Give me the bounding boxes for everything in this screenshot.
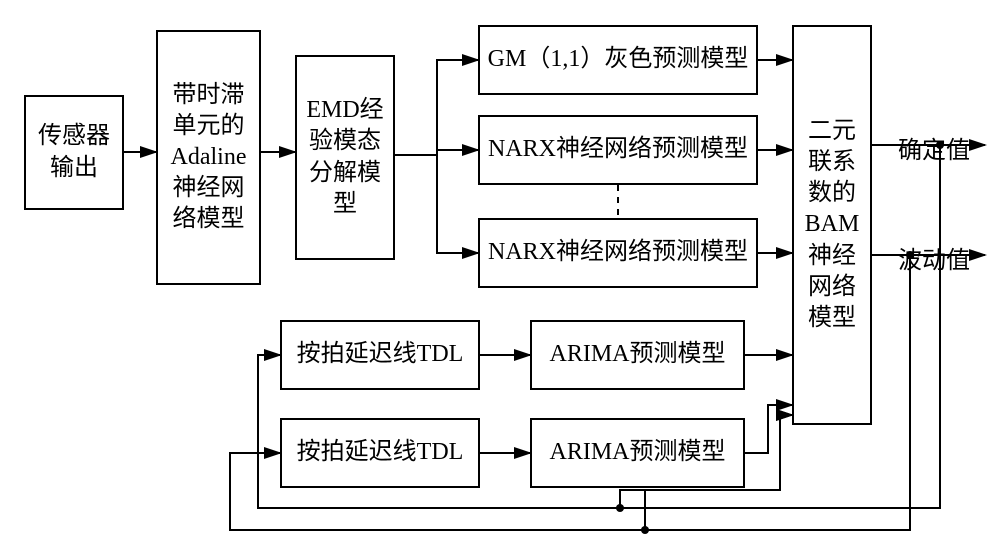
edge-emd-narx1 xyxy=(395,150,478,155)
node-sensor-label: 传感器输出 xyxy=(30,121,118,183)
node-arima2: ARIMA预测模型 xyxy=(530,418,745,488)
node-tdl2: 按拍延迟线TDL xyxy=(280,418,480,488)
node-gm: GM（1,1）灰色预测模型 xyxy=(478,25,758,95)
node-tdl1-label: 按拍延迟线TDL xyxy=(297,339,464,370)
node-gm-label: GM（1,1）灰色预测模型 xyxy=(488,44,749,75)
edge-emd-narx2 xyxy=(395,155,478,253)
node-tdl2-label: 按拍延迟线TDL xyxy=(297,437,464,468)
junction-dot xyxy=(616,504,624,512)
node-narx1-label: NARX神经网络预测模型 xyxy=(488,134,748,165)
output-fluc-label: 波动值 xyxy=(898,240,970,275)
node-narx2-label: NARX神经网络预测模型 xyxy=(488,237,748,268)
output-det-label: 确定值 xyxy=(898,130,970,165)
node-adaline-label: 带时滞单元的Adaline神经网络模型 xyxy=(162,80,255,236)
junction-dot xyxy=(641,526,649,534)
edge-emd-gm xyxy=(395,60,478,155)
node-tdl1: 按拍延迟线TDL xyxy=(280,320,480,390)
node-narx1: NARX神经网络预测模型 xyxy=(478,115,758,185)
node-sensor: 传感器输出 xyxy=(24,95,124,210)
node-adaline: 带时滞单元的Adaline神经网络模型 xyxy=(156,30,261,285)
node-emd: EMD经验模态分解模型 xyxy=(295,55,395,260)
edge-arima2-bam xyxy=(745,405,792,453)
node-narx2: NARX神经网络预测模型 xyxy=(478,218,758,288)
node-bam-label: 二元联系数的BAM神经网络模型 xyxy=(798,116,866,334)
node-arima1-label: ARIMA预测模型 xyxy=(549,339,725,370)
node-arima2-label: ARIMA预测模型 xyxy=(549,437,725,468)
node-bam: 二元联系数的BAM神经网络模型 xyxy=(792,25,872,425)
node-emd-label: EMD经验模态分解模型 xyxy=(301,95,389,220)
node-arima1: ARIMA预测模型 xyxy=(530,320,745,390)
